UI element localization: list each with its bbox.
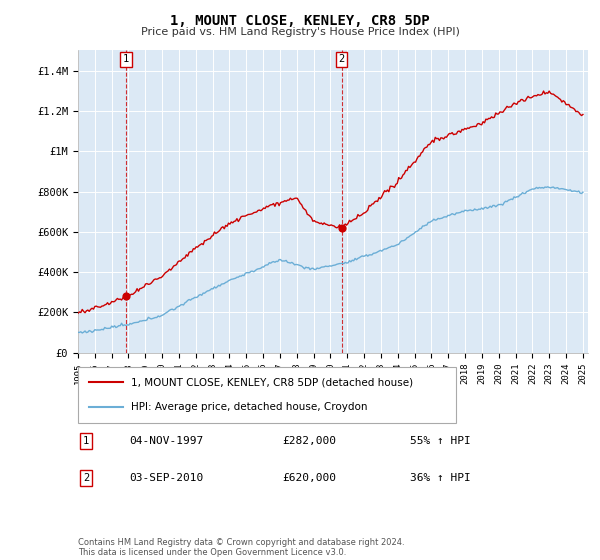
Text: 2: 2 [338, 54, 345, 64]
Text: 1, MOUNT CLOSE, KENLEY, CR8 5DP: 1, MOUNT CLOSE, KENLEY, CR8 5DP [170, 14, 430, 28]
Text: 04-NOV-1997: 04-NOV-1997 [129, 436, 203, 446]
FancyBboxPatch shape [78, 367, 456, 423]
Text: HPI: Average price, detached house, Croydon: HPI: Average price, detached house, Croy… [131, 402, 367, 412]
Point [337, 223, 347, 232]
Text: £620,000: £620,000 [282, 473, 336, 483]
Text: Contains HM Land Registry data © Crown copyright and database right 2024.
This d: Contains HM Land Registry data © Crown c… [78, 538, 404, 557]
Text: 1: 1 [83, 436, 89, 446]
Text: Price paid vs. HM Land Registry's House Price Index (HPI): Price paid vs. HM Land Registry's House … [140, 27, 460, 37]
Text: 1: 1 [122, 54, 129, 64]
Text: 55% ↑ HPI: 55% ↑ HPI [409, 436, 470, 446]
Text: 2: 2 [83, 473, 89, 483]
Text: 1, MOUNT CLOSE, KENLEY, CR8 5DP (detached house): 1, MOUNT CLOSE, KENLEY, CR8 5DP (detache… [131, 377, 413, 388]
Text: 36% ↑ HPI: 36% ↑ HPI [409, 473, 470, 483]
Text: £282,000: £282,000 [282, 436, 336, 446]
Text: 03-SEP-2010: 03-SEP-2010 [129, 473, 203, 483]
Point [121, 291, 131, 300]
